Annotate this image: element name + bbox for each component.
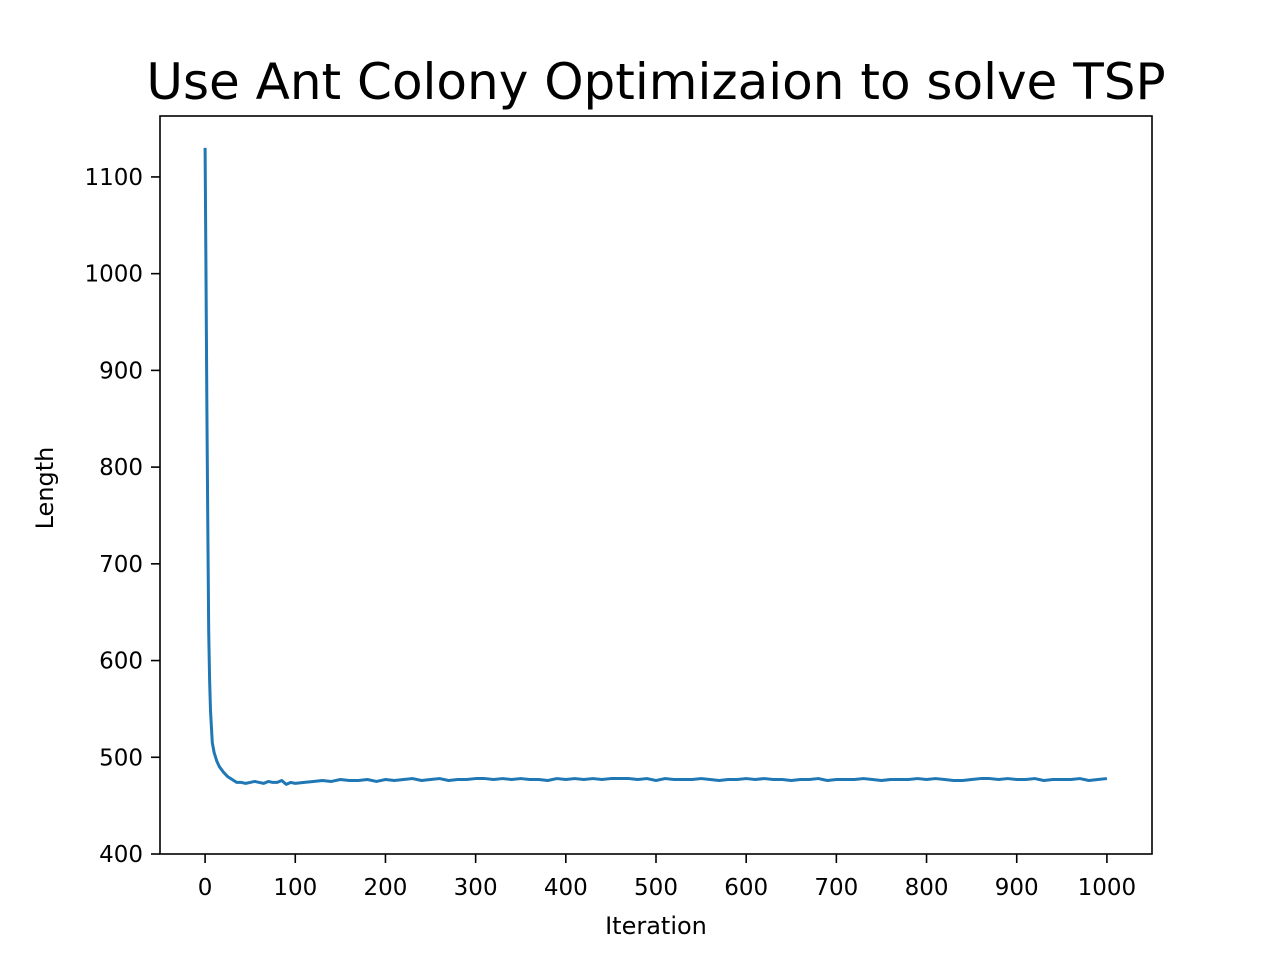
x-tick-label: 300 [454, 875, 498, 901]
series-line-0 [203, 147, 1108, 786]
x-tick-label: 600 [724, 875, 768, 901]
y-tick-label: 1100 [84, 165, 143, 191]
x-tick-label: 100 [273, 875, 317, 901]
y-tick-label: 1000 [84, 262, 143, 288]
y-tick-label: 500 [99, 745, 143, 771]
y-tick-label: 800 [99, 455, 143, 481]
x-tick-label: 1000 [1078, 875, 1137, 901]
y-tick-label: 600 [99, 649, 143, 675]
x-tick-label: 900 [995, 875, 1039, 901]
x-tick-label: 400 [544, 875, 588, 901]
x-tick-label: 700 [814, 875, 858, 901]
plot-area [203, 147, 1108, 786]
y-tick-label: 700 [99, 552, 143, 578]
y-tick-label: 400 [99, 842, 143, 868]
x-tick-label: 0 [198, 875, 213, 901]
x-tick-label: 800 [905, 875, 949, 901]
y-axis-label: Length [31, 447, 59, 530]
chart-title: Use Ant Colony Optimizaion to solve TSP [146, 53, 1165, 111]
x-tick-label: 500 [634, 875, 678, 901]
x-axis-label: Iteration [605, 912, 707, 940]
axes-frame [159, 115, 1153, 855]
y-axis-ticks: 400 500 600 700 800 900 1000 1100 [84, 165, 160, 868]
x-tick-label: 200 [364, 875, 408, 901]
y-tick-label: 900 [99, 358, 143, 384]
x-axis-ticks: 0 100 200 300 400 500 600 700 800 900 1000 [198, 854, 1136, 901]
